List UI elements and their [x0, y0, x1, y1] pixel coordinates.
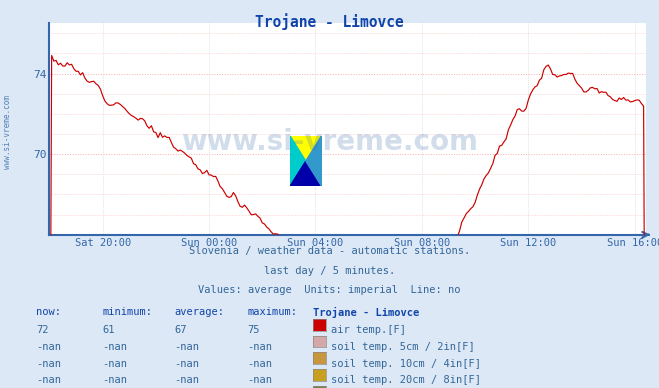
Text: -nan: -nan: [247, 375, 272, 385]
Text: Slovenia / weather data - automatic stations.: Slovenia / weather data - automatic stat…: [189, 246, 470, 256]
Text: 72: 72: [36, 325, 49, 335]
Text: soil temp. 10cm / 4in[F]: soil temp. 10cm / 4in[F]: [331, 359, 482, 369]
Text: Trojane - Limovce: Trojane - Limovce: [255, 14, 404, 30]
Polygon shape: [290, 161, 322, 186]
Text: last day / 5 minutes.: last day / 5 minutes.: [264, 266, 395, 276]
Text: 75: 75: [247, 325, 260, 335]
Text: -nan: -nan: [175, 342, 200, 352]
Polygon shape: [306, 136, 322, 186]
Text: www.si-vreme.com: www.si-vreme.com: [3, 95, 13, 169]
Text: -nan: -nan: [36, 359, 61, 369]
Text: -nan: -nan: [247, 359, 272, 369]
Text: minimum:: minimum:: [102, 307, 152, 317]
Text: www.si-vreme.com: www.si-vreme.com: [181, 128, 478, 156]
Text: 67: 67: [175, 325, 187, 335]
Text: -nan: -nan: [36, 342, 61, 352]
Text: -nan: -nan: [175, 359, 200, 369]
Text: air temp.[F]: air temp.[F]: [331, 325, 407, 335]
Text: now:: now:: [36, 307, 61, 317]
Text: -nan: -nan: [102, 342, 127, 352]
Text: Values: average  Units: imperial  Line: no: Values: average Units: imperial Line: no: [198, 285, 461, 295]
Text: average:: average:: [175, 307, 225, 317]
Text: maximum:: maximum:: [247, 307, 297, 317]
Text: -nan: -nan: [102, 375, 127, 385]
Polygon shape: [290, 136, 306, 186]
Text: soil temp. 5cm / 2in[F]: soil temp. 5cm / 2in[F]: [331, 342, 475, 352]
Text: -nan: -nan: [102, 359, 127, 369]
Text: -nan: -nan: [175, 375, 200, 385]
Text: -nan: -nan: [36, 375, 61, 385]
Text: Trojane - Limovce: Trojane - Limovce: [313, 307, 419, 317]
Text: soil temp. 20cm / 8in[F]: soil temp. 20cm / 8in[F]: [331, 375, 482, 385]
Polygon shape: [290, 136, 322, 161]
Text: -nan: -nan: [247, 342, 272, 352]
Text: 61: 61: [102, 325, 115, 335]
